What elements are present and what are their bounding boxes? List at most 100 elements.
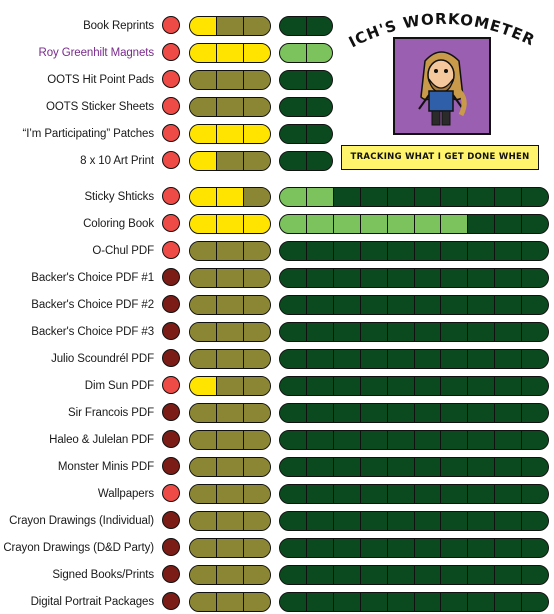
progress-segment <box>441 539 469 557</box>
stage-segment <box>190 539 217 557</box>
progress-segment <box>441 458 469 476</box>
progress-segment <box>333 269 361 287</box>
progress-segment <box>495 377 523 395</box>
stage-segment <box>190 593 217 611</box>
progress-segment <box>441 404 469 422</box>
stage-bar <box>189 430 271 450</box>
stage-segment <box>217 539 244 557</box>
stage-segment <box>217 44 244 62</box>
item-label: Crayon Drawings (D&D Party) <box>3 542 154 554</box>
progress-segment <box>387 566 415 584</box>
item-row: Digital Portrait Packages <box>0 590 554 614</box>
stage-bar <box>189 241 271 261</box>
progress-segment <box>522 566 548 584</box>
stage-segment <box>190 377 217 395</box>
progress-segment <box>360 539 388 557</box>
progress-segment <box>360 296 388 314</box>
progress-segment <box>522 539 548 557</box>
stage-segment <box>244 98 270 116</box>
progress-segment <box>441 350 469 368</box>
progress-segment <box>387 269 415 287</box>
stage-segment <box>217 17 244 35</box>
stage-segment <box>217 431 244 449</box>
progress-bar <box>279 214 549 234</box>
progress-segment <box>306 323 334 341</box>
progress-segment <box>306 512 334 530</box>
progress-segment <box>306 566 334 584</box>
progress-segment <box>522 323 548 341</box>
progress-segment <box>333 296 361 314</box>
progress-segment <box>522 350 548 368</box>
progress-segment <box>414 458 442 476</box>
stage-bar <box>189 16 271 36</box>
status-dot <box>162 187 180 205</box>
status-dot <box>162 16 180 34</box>
stage-bar <box>189 511 271 531</box>
progress-segment <box>360 566 388 584</box>
progress-segment <box>468 431 496 449</box>
progress-segment <box>414 485 442 503</box>
status-dot <box>162 241 180 259</box>
progress-segment <box>387 512 415 530</box>
progress-segment <box>280 152 307 170</box>
progress-segment <box>522 593 548 611</box>
progress-segment <box>306 17 332 35</box>
stage-segment <box>244 269 270 287</box>
progress-segment <box>468 377 496 395</box>
item-label: Sticky Shticks <box>84 191 154 203</box>
progress-segment <box>495 512 523 530</box>
item-row: Coloring Book <box>0 212 554 236</box>
progress-segment <box>495 350 523 368</box>
item-label: Roy Greenhilt Magnets <box>38 47 154 59</box>
item-label: Backer's Choice PDF #2 <box>31 299 154 311</box>
stage-bar <box>189 187 271 207</box>
progress-segment <box>522 377 548 395</box>
progress-bar <box>279 16 333 36</box>
progress-segment <box>441 269 469 287</box>
stage-segment <box>217 296 244 314</box>
progress-segment <box>306 593 334 611</box>
stage-segment <box>190 404 217 422</box>
item-label: Coloring Book <box>83 218 154 230</box>
status-dot <box>162 511 180 529</box>
progress-segment <box>360 485 388 503</box>
progress-segment <box>333 215 361 233</box>
progress-segment <box>280 323 307 341</box>
status-dot <box>162 538 180 556</box>
stage-segment <box>244 296 270 314</box>
progress-segment <box>306 242 334 260</box>
progress-segment <box>306 485 334 503</box>
progress-segment <box>414 215 442 233</box>
progress-segment <box>468 539 496 557</box>
progress-segment <box>280 485 307 503</box>
progress-segment <box>333 377 361 395</box>
progress-segment <box>333 323 361 341</box>
progress-segment <box>280 98 307 116</box>
progress-segment <box>387 539 415 557</box>
progress-segment <box>280 17 307 35</box>
stage-bar <box>189 457 271 477</box>
progress-segment <box>387 377 415 395</box>
progress-segment <box>360 323 388 341</box>
stage-segment <box>217 566 244 584</box>
status-dot <box>162 70 180 88</box>
status-dot <box>162 97 180 115</box>
stage-segment <box>217 350 244 368</box>
progress-segment <box>306 44 332 62</box>
progress-segment <box>468 242 496 260</box>
progress-segment <box>441 242 469 260</box>
progress-segment <box>333 566 361 584</box>
progress-segment <box>280 377 307 395</box>
progress-segment <box>414 431 442 449</box>
stage-segment <box>190 431 217 449</box>
item-row: Roy Greenhilt Magnets <box>0 41 554 65</box>
progress-segment <box>414 593 442 611</box>
progress-segment <box>414 323 442 341</box>
progress-segment <box>495 242 523 260</box>
progress-segment <box>468 512 496 530</box>
item-row: Book Reprints <box>0 14 554 38</box>
progress-bar <box>279 430 549 450</box>
stage-segment <box>190 242 217 260</box>
stage-segment <box>244 539 270 557</box>
progress-segment <box>333 431 361 449</box>
